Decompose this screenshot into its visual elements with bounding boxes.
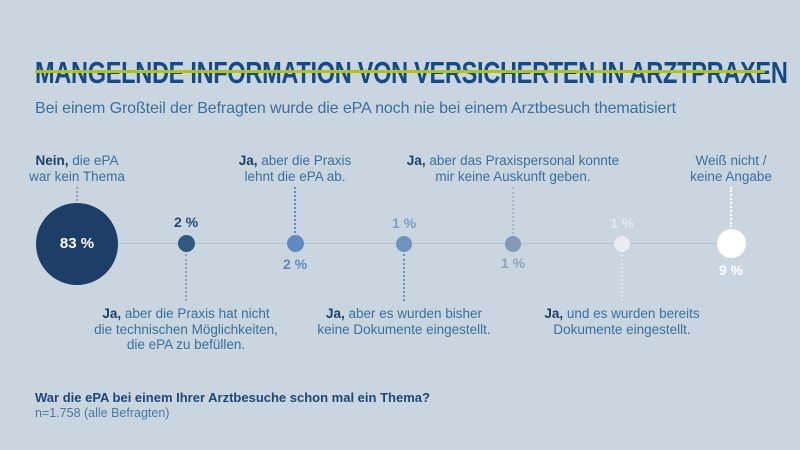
point-label-bold: Nein, (35, 153, 69, 168)
connector-line (621, 253, 623, 301)
title-underline (35, 70, 765, 73)
sample-size: n=1.758 (alle Befragten) (35, 406, 170, 420)
subtitle: Bei einem Großteil der Befragten wurde d… (35, 100, 676, 117)
point-label-bold: Ja, (325, 306, 345, 321)
data-point-dot (716, 229, 746, 258)
connector-line (512, 187, 514, 234)
data-point-dot (177, 235, 195, 252)
connector-line (730, 187, 732, 227)
point-label: Ja, aber das Praxispersonal konnte mir ke… (406, 153, 620, 184)
value-label: 2 % (282, 255, 308, 272)
value-label: 83 % (59, 235, 95, 252)
connector-line (403, 253, 405, 301)
point-label-bold: Ja, (406, 153, 426, 168)
value-label: 2 % (173, 214, 199, 230)
point-label: Weiß nicht / keine Angabe (690, 153, 772, 184)
value-label: 9 % (718, 261, 744, 278)
point-label: Nein, die ePA war kein Thema (29, 153, 125, 184)
value-label: 1 % (391, 214, 417, 231)
connector-line (76, 187, 78, 201)
connector-line (185, 254, 187, 301)
point-label: Ja, aber die Praxis hat nicht die technis… (94, 306, 278, 352)
data-point-dot (286, 235, 304, 252)
point-label-bold: Ja, (102, 306, 122, 321)
connector-line (294, 187, 296, 233)
point-label: Ja, und es wurden bereits Dokumente einge… (544, 306, 700, 337)
data-point-dot (614, 235, 630, 252)
survey-question: War die ePA bei einem Ihrer Arztbesuche … (35, 390, 430, 405)
data-point-dot (396, 235, 412, 252)
point-label: Ja, aber es wurden bisher keine Dokumente… (317, 306, 491, 337)
data-point-dot: 83 % (36, 202, 118, 285)
point-label-bold: Ja, (238, 153, 258, 168)
point-label: Ja, aber die Praxis lehnt die ePA ab. (238, 153, 352, 184)
value-label: 1 % (500, 255, 526, 271)
data-point-dot (505, 235, 521, 252)
value-label: 1 % (609, 214, 635, 231)
point-label-bold: Ja, (544, 306, 564, 321)
